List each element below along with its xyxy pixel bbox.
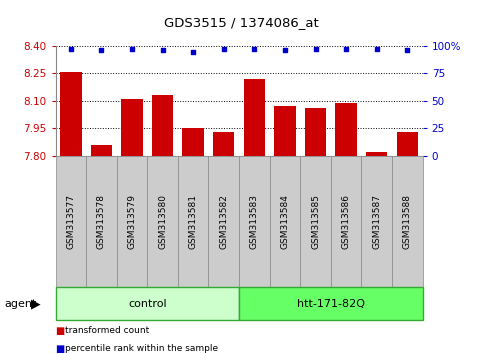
Text: agent: agent bbox=[5, 298, 37, 309]
Text: percentile rank within the sample: percentile rank within the sample bbox=[65, 344, 218, 353]
Bar bbox=[397, 132, 418, 156]
Text: GSM313588: GSM313588 bbox=[403, 194, 412, 249]
Bar bbox=[213, 132, 235, 156]
Text: control: control bbox=[128, 298, 167, 309]
Text: GSM313577: GSM313577 bbox=[66, 194, 75, 249]
Text: GSM313584: GSM313584 bbox=[281, 194, 289, 249]
Bar bbox=[274, 106, 296, 156]
Point bbox=[281, 47, 289, 53]
Text: ▶: ▶ bbox=[31, 297, 41, 310]
Point bbox=[220, 46, 227, 52]
Bar bbox=[91, 145, 112, 156]
Text: GSM313583: GSM313583 bbox=[250, 194, 259, 249]
Point bbox=[189, 48, 197, 54]
Text: htt-171-82Q: htt-171-82Q bbox=[297, 298, 365, 309]
Point bbox=[403, 47, 411, 53]
Text: GDS3515 / 1374086_at: GDS3515 / 1374086_at bbox=[164, 16, 319, 29]
Point bbox=[342, 46, 350, 52]
Point bbox=[373, 46, 381, 52]
Point bbox=[98, 47, 105, 53]
Text: transformed count: transformed count bbox=[65, 326, 149, 336]
Bar bbox=[335, 103, 357, 156]
Point bbox=[67, 46, 75, 52]
Bar bbox=[121, 99, 143, 156]
Text: GSM313586: GSM313586 bbox=[341, 194, 351, 249]
Point bbox=[128, 46, 136, 52]
Bar bbox=[244, 79, 265, 156]
Text: GSM313585: GSM313585 bbox=[311, 194, 320, 249]
Text: GSM313579: GSM313579 bbox=[128, 194, 137, 249]
Text: GSM313581: GSM313581 bbox=[189, 194, 198, 249]
Text: GSM313587: GSM313587 bbox=[372, 194, 381, 249]
Bar bbox=[183, 128, 204, 156]
Text: ■: ■ bbox=[56, 326, 65, 336]
Point bbox=[251, 46, 258, 52]
Text: GSM313582: GSM313582 bbox=[219, 194, 228, 249]
Bar bbox=[366, 152, 387, 156]
Text: GSM313578: GSM313578 bbox=[97, 194, 106, 249]
Point bbox=[312, 46, 319, 52]
Bar bbox=[60, 72, 82, 156]
Text: GSM313580: GSM313580 bbox=[158, 194, 167, 249]
Point bbox=[159, 47, 167, 53]
Bar bbox=[152, 95, 173, 156]
Bar bbox=[305, 108, 327, 156]
Text: ■: ■ bbox=[56, 344, 65, 354]
